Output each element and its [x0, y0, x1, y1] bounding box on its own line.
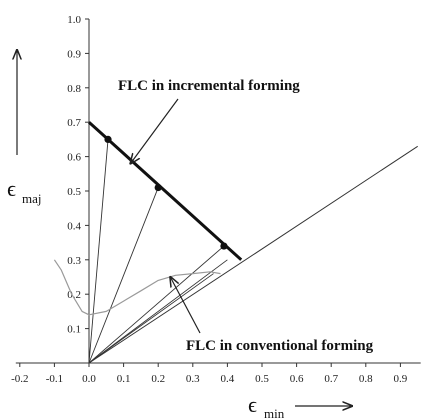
y-tick-label: 0.8 [67, 83, 81, 95]
flc-incremental-line [87, 121, 243, 261]
flc-conventional-curve [53, 259, 221, 316]
y-tick-label: 0.4 [67, 220, 81, 232]
y-tick-label: 0.1 [67, 324, 81, 336]
strain-path-line [88, 259, 228, 364]
annotation-flc-incremental: FLC in incremental forming [118, 78, 300, 94]
x-tick-label: 0.8 [359, 373, 373, 385]
x-tick-label: 0.2 [151, 373, 165, 385]
strain-path-line [88, 139, 109, 364]
x-tick-label: 0.9 [394, 373, 408, 385]
x-tick-label: 0.7 [324, 373, 338, 385]
data-point [154, 183, 162, 192]
strain-path-line [88, 187, 159, 364]
y-tick-label: 1.0 [67, 14, 81, 26]
x-tick-label: -0.1 [46, 373, 63, 385]
x-tick-label: 0.6 [290, 373, 304, 385]
x-tick-label: -0.2 [11, 373, 28, 385]
x-axis-label: ϵ [248, 392, 257, 417]
strain-path-line [88, 273, 214, 364]
annotation-flc-conventional: FLC in conventional forming [186, 338, 374, 354]
data-point [104, 135, 112, 143]
y-tick-label: 0.7 [67, 117, 81, 129]
x-tick-label: 0.5 [255, 373, 269, 385]
annotation-arrow [131, 98, 179, 163]
reference-line [88, 145, 418, 364]
y-tick-label: 0.2 [67, 289, 81, 301]
x-tick-label: 0.1 [117, 373, 131, 385]
x-axis-label-subscript: min [264, 406, 285, 419]
x-tick-label: 0.3 [186, 373, 200, 385]
data-point [220, 242, 228, 250]
y-tick-label: 0.9 [67, 48, 81, 60]
y-axis-label-subscript: maj [22, 191, 42, 206]
y-tick-label: 0.5 [67, 186, 81, 198]
y-tick-label: 0.3 [67, 255, 81, 267]
strain-path-line [88, 245, 225, 364]
x-tick-label: 0.4 [221, 373, 235, 385]
x-tick-label: 0.0 [82, 373, 96, 385]
annotation-arrow [170, 277, 201, 334]
y-axis-label: ϵ [7, 176, 16, 201]
y-tick-label: 0.6 [67, 152, 81, 164]
